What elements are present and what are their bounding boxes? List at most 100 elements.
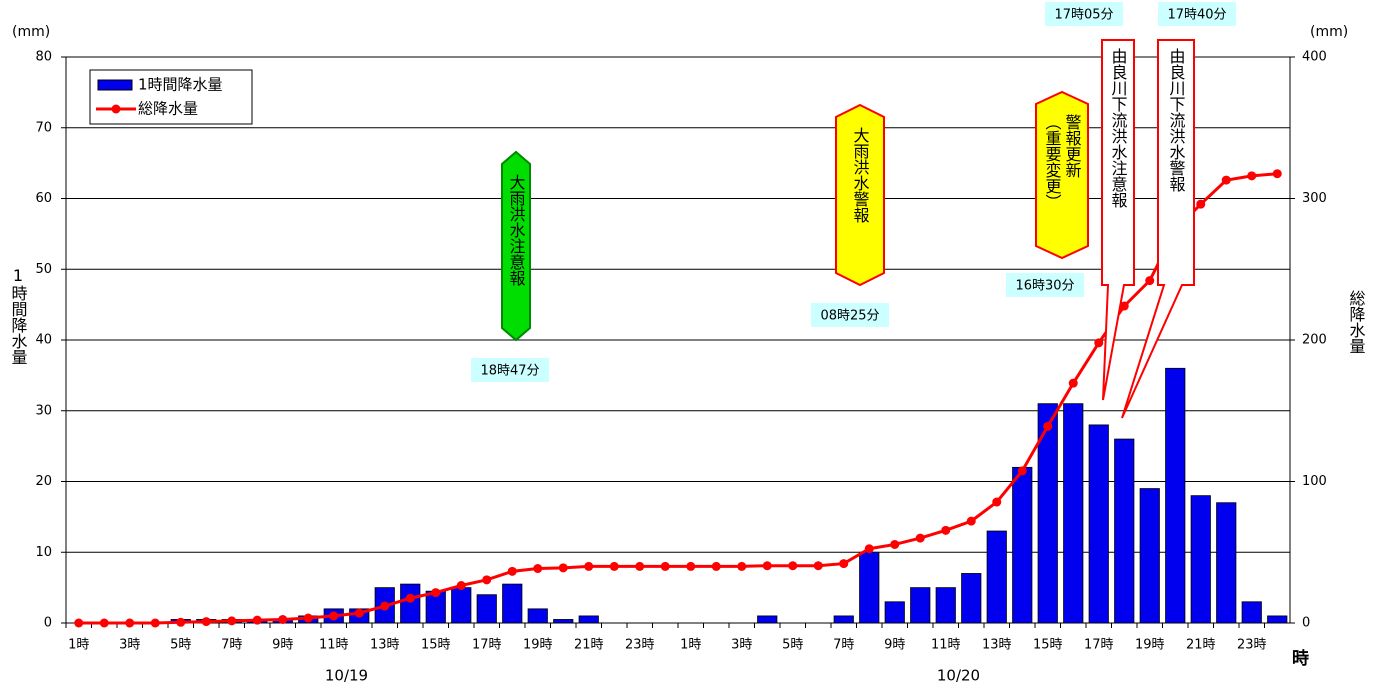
bar (884, 601, 905, 624)
point (1247, 171, 1257, 181)
annotation-time-box (1006, 273, 1084, 297)
point (1094, 338, 1104, 348)
y-tick-label: 40 (35, 333, 52, 348)
bar (961, 573, 982, 624)
bar (1114, 438, 1135, 624)
bar (553, 619, 574, 624)
x-tick-label: 11時 (319, 638, 349, 653)
y2-tick-label: 200 (1302, 333, 1327, 348)
point (125, 618, 135, 628)
point (1145, 276, 1155, 286)
point (966, 516, 976, 526)
date-label: 10/19 (325, 667, 368, 685)
x-tick-label: 15時 (1033, 638, 1063, 653)
annotation-time: 17時05分 (1054, 8, 1113, 23)
y2-tick-label: 300 (1302, 191, 1327, 206)
x-tick-label: 5時 (170, 638, 191, 653)
point (762, 561, 772, 571)
annotation-time: 17時40分 (1167, 8, 1226, 23)
x-tick-label: 9時 (272, 638, 293, 653)
legend-swatch (111, 104, 121, 114)
x-tick-label: 21時 (1186, 638, 1216, 653)
bar (1063, 403, 1084, 624)
bar (527, 608, 548, 624)
bar (476, 594, 497, 624)
point (1119, 301, 1129, 311)
y-tick-label: 50 (35, 262, 52, 277)
legend-label: 総降水量 (138, 100, 198, 118)
bar (502, 583, 523, 624)
point (711, 561, 721, 571)
point (74, 618, 84, 628)
x-tick-label: 7時 (833, 638, 854, 653)
point (329, 611, 339, 621)
point (992, 497, 1002, 507)
x-tick-label: 21時 (574, 638, 604, 653)
point (405, 593, 415, 603)
point (201, 617, 211, 627)
annotation-box (1101, 39, 1135, 401)
x-tick-label: 3時 (731, 638, 752, 653)
y2-axis-title: 総降水量 (1347, 290, 1366, 354)
bar (910, 587, 931, 624)
point (354, 608, 364, 618)
annotation-box (1035, 90, 1089, 260)
x-tick-label: 19時 (523, 638, 553, 653)
point (456, 581, 466, 591)
legend-swatch (97, 79, 133, 91)
point (890, 539, 900, 549)
x-tick-label: 1時 (680, 638, 701, 653)
annotation-time-box (811, 303, 889, 327)
annotation-text: 由良川下流洪水注意報 (1109, 48, 1128, 208)
x-tick-label: 15時 (421, 638, 451, 653)
x-tick-label: 19時 (1135, 638, 1165, 653)
point (380, 601, 390, 611)
date-label: 10/20 (937, 667, 980, 685)
y-unit: (mm) (12, 24, 50, 40)
bar (986, 530, 1007, 624)
x-tick-label: 7時 (221, 638, 242, 653)
bar (1216, 502, 1237, 624)
annotation-time-box (471, 358, 549, 382)
bar (1165, 367, 1186, 624)
point (558, 563, 568, 573)
x-tick-label: 23時 (1237, 638, 1267, 653)
point (609, 561, 619, 571)
x-tick-label: 17時 (1084, 638, 1114, 653)
bar (451, 587, 472, 624)
annotation-box (835, 103, 885, 287)
point (635, 561, 645, 571)
y2-tick-label: 400 (1302, 50, 1327, 65)
x-axis-title: 時 (1292, 648, 1309, 669)
y2-tick-label: 0 (1302, 616, 1310, 631)
point (507, 566, 517, 576)
y-tick-label: 30 (35, 403, 52, 418)
x-tick-label: 23時 (625, 638, 655, 653)
point (686, 561, 696, 571)
point (533, 564, 543, 574)
bar (1012, 466, 1033, 624)
point (1221, 175, 1231, 185)
x-tick-label: 17時 (472, 638, 502, 653)
point (660, 561, 670, 571)
x-tick-label: 13時 (370, 638, 400, 653)
y-tick-label: 10 (35, 545, 52, 560)
annotation-time-box (1158, 2, 1236, 26)
annotation-box (1121, 39, 1195, 419)
y2-unit: (mm) (1310, 24, 1348, 40)
point (737, 561, 747, 571)
x-tick-label: 13時 (982, 638, 1012, 653)
x-tick-label: 5時 (782, 638, 803, 653)
point (303, 613, 313, 623)
y2-tick-label: 100 (1302, 474, 1327, 489)
annotation-time: 16時30分 (1015, 279, 1074, 294)
annotation-time: 18時47分 (480, 364, 539, 379)
annotation-text: 大雨洪水注意報 (507, 174, 526, 286)
bar (578, 615, 599, 624)
point (431, 588, 441, 598)
x-tick-label: 11時 (931, 638, 961, 653)
annotation-time: 08時25分 (820, 309, 879, 324)
annotation-text: 警報更新 (1063, 114, 1082, 178)
point (1272, 169, 1282, 179)
